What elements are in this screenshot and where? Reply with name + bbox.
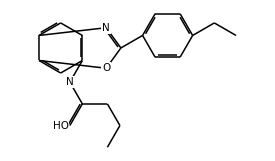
Text: N: N — [102, 23, 110, 33]
Text: N: N — [66, 77, 74, 87]
Text: HO: HO — [53, 121, 68, 131]
Text: O: O — [102, 63, 110, 73]
